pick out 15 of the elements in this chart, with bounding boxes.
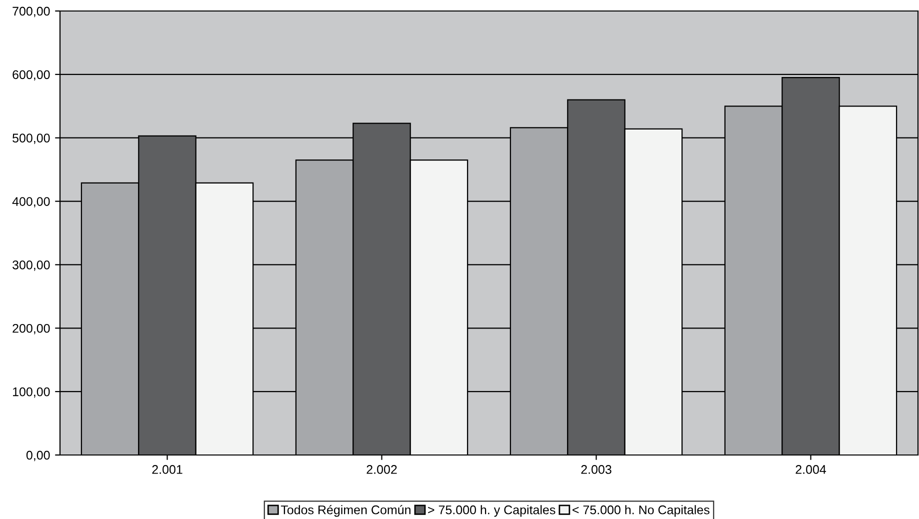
legend-label: Todos Régimen Común: [280, 504, 410, 517]
x-tick-label: 2.001: [152, 465, 182, 474]
x-tick-label: 2.004: [796, 465, 826, 474]
y-tick-label: 600,00: [12, 70, 50, 81]
y-tick-label: 300,00: [12, 260, 50, 271]
legend-label: < 75.000 h. No Capitales: [572, 505, 710, 517]
y-tick-label: 200,00: [12, 324, 50, 334]
x-tick-label: 2.002: [366, 465, 397, 474]
y-tick-label: 700,00: [12, 6, 50, 18]
legend-label: > 75.000 h. y Capitales: [428, 505, 556, 517]
y-tick-label: 500,00: [12, 134, 50, 144]
x-tick-label: 2.003: [581, 465, 612, 474]
y-tick-label: 0,00: [26, 450, 50, 462]
y-tick-label: 400,00: [12, 197, 50, 208]
y-tick-label: 100,00: [13, 387, 50, 398]
